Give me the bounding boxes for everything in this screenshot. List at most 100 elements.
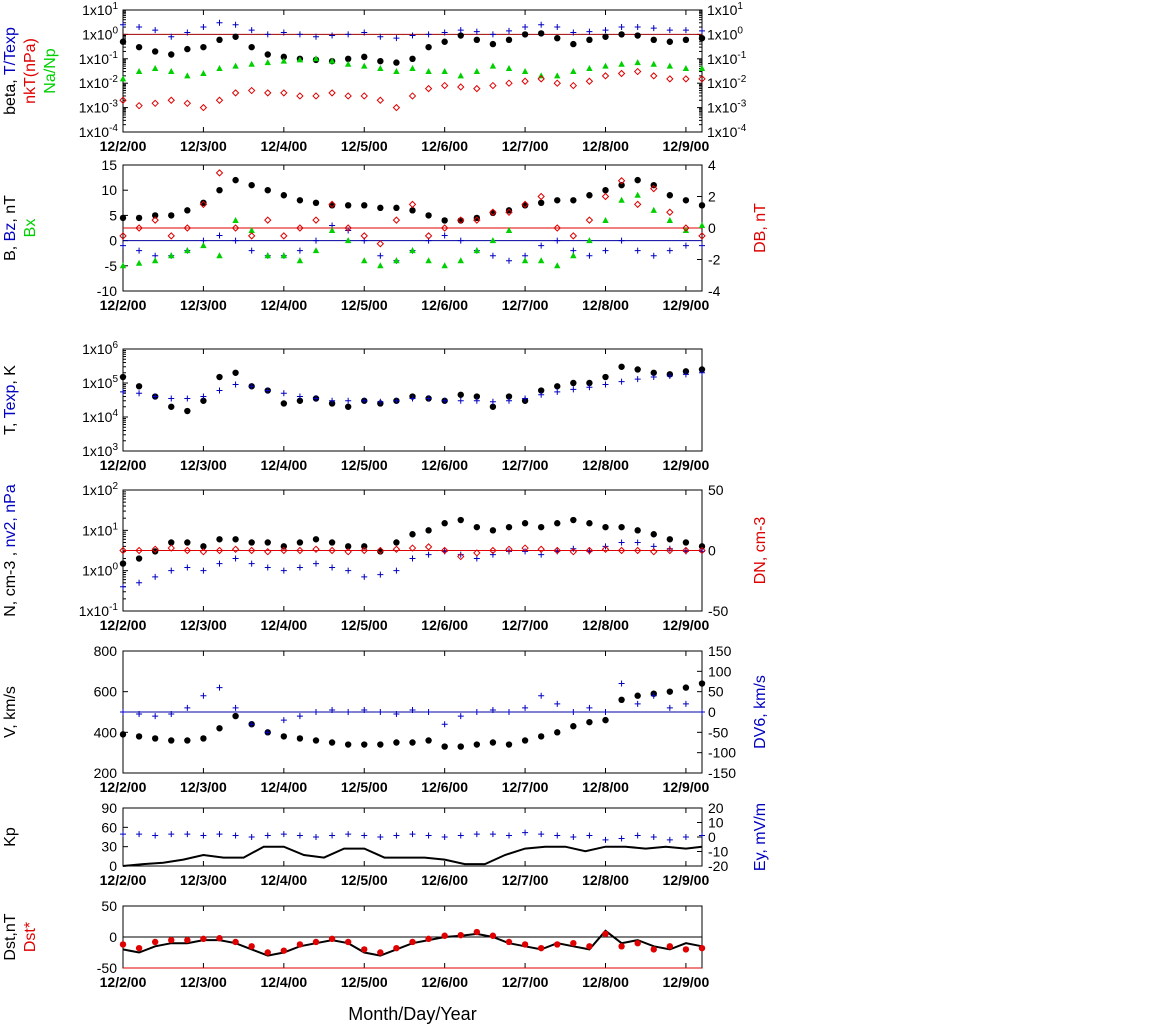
data-point: [409, 938, 416, 946]
y-tick-label-right: 0: [708, 220, 716, 236]
data-point: [618, 523, 625, 531]
data-point: [248, 27, 255, 34]
y-tick-label-exp: -4: [737, 123, 746, 134]
data-point: [248, 227, 255, 234]
data-point: [618, 31, 625, 38]
data-point: [248, 539, 255, 546]
data-point: [602, 187, 609, 194]
data-point: [216, 65, 223, 72]
data-point: [296, 224, 304, 232]
data-point: [505, 741, 513, 748]
series-2: [120, 19, 705, 42]
data-point: [184, 207, 191, 214]
data-point: [521, 202, 529, 209]
data-point: [682, 946, 690, 953]
data-point: [650, 531, 657, 538]
data-point: [553, 224, 561, 232]
data-point: [618, 181, 625, 189]
data-point: [184, 247, 191, 254]
data-point: [537, 192, 545, 201]
data-point: [682, 242, 689, 249]
data-point: [393, 711, 400, 718]
y-tick-label: -10: [97, 283, 117, 299]
data-point: [280, 717, 287, 724]
y-tick-label-right: -50: [708, 603, 728, 619]
y-axis-label-right: Ey, mV/m: [752, 803, 769, 871]
data-point: [232, 536, 239, 543]
data-point: [441, 520, 448, 527]
series-4: [119, 67, 706, 112]
data-point: [409, 247, 416, 254]
x-tick-label: 12/6/00: [421, 974, 468, 990]
data-point: [602, 381, 609, 388]
data-point: [344, 60, 352, 67]
series-2: [119, 928, 706, 956]
data-point: [393, 59, 400, 66]
data-point: [393, 539, 400, 546]
y-axis-label-part: V, km/s: [2, 686, 19, 738]
data-point: [521, 737, 529, 744]
data-point: [361, 29, 368, 36]
y-tick-label-right: 0: [708, 829, 716, 845]
y-tick-label-exp: 1: [112, 521, 118, 532]
data-point: [682, 36, 690, 44]
data-point: [376, 546, 385, 555]
x-tick-label: 12/4/00: [260, 779, 307, 795]
x-tick-label: 12/7/00: [502, 872, 549, 888]
y-tick-label-base: 1x10: [79, 603, 110, 619]
data-point: [151, 212, 159, 219]
data-point: [586, 36, 593, 44]
data-point: [168, 831, 175, 838]
data-point: [505, 545, 513, 553]
y-axis-label-part: Dst,nT: [2, 913, 19, 960]
data-point: [666, 75, 674, 83]
data-point: [569, 548, 578, 556]
data-point: [200, 43, 207, 51]
data-point: [296, 393, 303, 400]
data-point: [232, 381, 239, 388]
data-point: [473, 393, 481, 400]
data-point: [554, 34, 561, 42]
data-point: [136, 247, 143, 254]
data-point: [698, 543, 706, 550]
data-point: [682, 539, 690, 546]
data-point: [167, 232, 175, 240]
y-tick-label-base: 1x10: [79, 124, 110, 140]
data-point: [602, 27, 609, 34]
data-point: [183, 224, 192, 232]
y-tick-label: 1x10-1: [79, 50, 119, 67]
data-point: [200, 735, 207, 742]
data-point: [650, 60, 657, 67]
data-point: [200, 543, 207, 550]
x-tick-label: 12/7/00: [502, 974, 549, 990]
data-point: [521, 77, 529, 85]
series-2: [120, 539, 705, 590]
x-tick-label: 12/5/00: [341, 872, 388, 888]
data-point: [601, 545, 610, 553]
data-point: [457, 551, 464, 558]
data-point: [666, 943, 674, 950]
data-point: [537, 75, 545, 83]
y-axis-label: B, Bz, nT: [2, 195, 19, 261]
data-point: [232, 216, 239, 223]
x-tick-label: 12/8/00: [582, 297, 629, 313]
data-point: [168, 737, 175, 744]
data-point: [344, 543, 352, 550]
data-point: [152, 713, 159, 720]
data-point: [184, 737, 191, 744]
data-point: [231, 89, 240, 97]
x-tick-label: 12/9/00: [663, 974, 710, 990]
y-axis-label-part: T,: [2, 418, 19, 435]
data-point: [151, 99, 159, 108]
data-point: [601, 72, 610, 80]
data-point: [457, 397, 464, 404]
data-point: [570, 386, 577, 393]
y-tick-label-base: 1x10: [82, 26, 113, 42]
data-point: [473, 549, 481, 557]
data-point: [634, 692, 641, 699]
x-tick-label: 12/6/00: [421, 617, 468, 633]
data-point: [440, 546, 449, 555]
data-point: [666, 836, 673, 843]
y-axis-label-right: DV6, km/s: [752, 675, 769, 749]
x-tick-label: 12/6/00: [421, 457, 468, 473]
